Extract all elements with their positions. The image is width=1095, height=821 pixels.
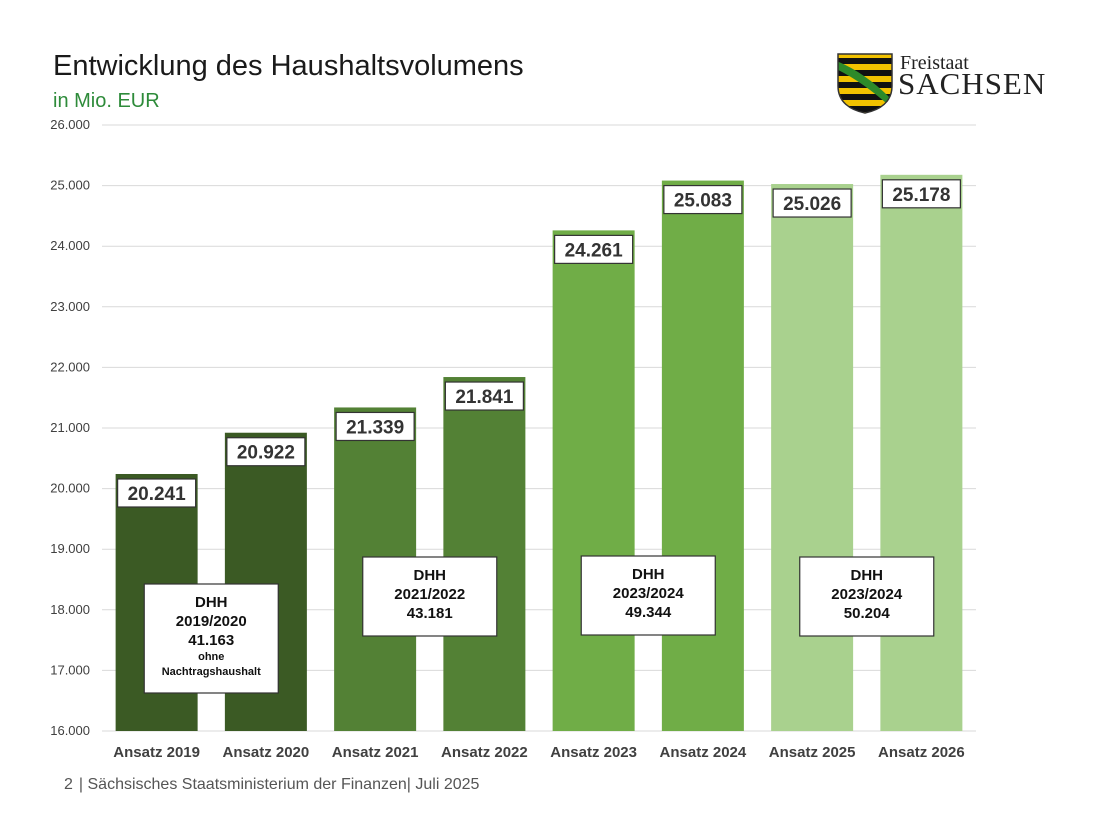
bar: [552, 230, 635, 731]
value-label-box: [554, 234, 634, 264]
annotation-text: 2019/2020: [176, 613, 247, 630]
freistaat-sachsen-logo: Freistaat SACHSEN: [836, 52, 1046, 114]
value-label-box: [881, 179, 961, 209]
logo-text-freistaat: Freistaat: [900, 52, 969, 74]
bar-value-labels: 20.241 20.922 21.339 21.841 24.261 25.083 25.0…: [117, 179, 961, 508]
bar: [880, 174, 963, 731]
x-tick-label: Ansatz 2024: [660, 744, 747, 761]
y-tick-label: 26.000: [50, 117, 90, 132]
value-label: 20.241: [128, 484, 187, 505]
annotation-text: 2021/2022: [394, 586, 465, 603]
annotation-small-text: Nachtragshaushalt: [162, 666, 261, 678]
annotation-small-text: ohne: [198, 651, 224, 663]
annotation-text: 43.181: [407, 605, 453, 622]
value-label-box: [444, 381, 524, 411]
annotation-boxes: DHH 2019/2020 41.163 ohne Nachtragshaushalt D…: [143, 555, 935, 694]
y-tick-label: 21.000: [50, 420, 90, 435]
value-label: 25.026: [783, 194, 841, 215]
y-tick-label: 24.000: [50, 238, 90, 253]
footer-text: | Sächsisches Staatsministerium der Fina…: [78, 776, 480, 793]
value-label-box: [772, 188, 852, 218]
value-label-box: [226, 437, 306, 467]
annotation-box: [362, 556, 498, 637]
x-tick-label: Ansatz 2026: [878, 744, 965, 761]
saxony-coat-of-arms-icon: [837, 53, 893, 114]
value-label: 25.178: [892, 185, 950, 206]
annotation-box: [580, 555, 716, 636]
annotation-text: 50.204: [844, 605, 891, 622]
annotation-box: [143, 583, 279, 694]
bar: [443, 377, 526, 731]
value-label: 25.083: [674, 191, 732, 212]
annotation-text: DHH: [632, 566, 665, 583]
annotation-text: DHH: [195, 594, 228, 611]
y-axis-tick-labels: 16.000 17.000 18.000 19.000 20.000 21.000 22.0…: [50, 117, 90, 738]
page-title: Entwicklung des Haushaltsvolumens: [53, 50, 524, 82]
value-label-box: [663, 184, 743, 215]
value-label-box: [117, 478, 197, 508]
y-tick-label: 20.000: [50, 481, 90, 496]
y-tick-label: 17.000: [50, 662, 90, 677]
page-number: 2: [64, 776, 73, 793]
value-label: 20.922: [237, 443, 295, 464]
x-tick-label: Ansatz 2019: [113, 744, 200, 761]
x-tick-label: Ansatz 2025: [769, 744, 856, 761]
bar: [771, 184, 854, 731]
value-label: 21.841: [455, 387, 514, 408]
page-subtitle: in Mio. EUR: [53, 90, 160, 112]
x-tick-label: Ansatz 2020: [223, 744, 310, 761]
bar: [661, 180, 744, 732]
value-label-box: [335, 411, 415, 442]
x-tick-label: Ansatz 2021: [332, 744, 419, 761]
annotation-text: 41.163: [188, 632, 234, 649]
annotation-text: DHH: [414, 567, 447, 584]
annotation-text: 49.344: [625, 604, 672, 621]
x-tick-label: Ansatz 2023: [550, 744, 637, 761]
logo-text-sachsen: SACHSEN: [898, 66, 1047, 101]
annotation-text: DHH: [851, 567, 884, 584]
value-label: 21.339: [346, 417, 404, 438]
y-tick-label: 25.000: [50, 178, 90, 193]
y-tick-label: 16.000: [50, 723, 90, 738]
x-axis-tick-labels: Ansatz 2019 Ansatz 2020 Ansatz 2021 Ansatz …: [113, 744, 964, 761]
y-tick-label: 23.000: [50, 299, 90, 314]
annotation-box: [799, 556, 935, 637]
value-label: 24.261: [565, 240, 624, 261]
x-tick-label: Ansatz 2022: [441, 744, 528, 761]
annotation-text: 2023/2024: [613, 585, 685, 602]
y-tick-label: 19.000: [50, 541, 90, 556]
footer: 2 | Sächsisches Staatsministerium der Fin…: [64, 776, 485, 794]
y-tick-label: 22.000: [50, 359, 90, 374]
y-tick-label: 18.000: [50, 602, 90, 617]
annotation-text: 2023/2024: [831, 586, 903, 603]
